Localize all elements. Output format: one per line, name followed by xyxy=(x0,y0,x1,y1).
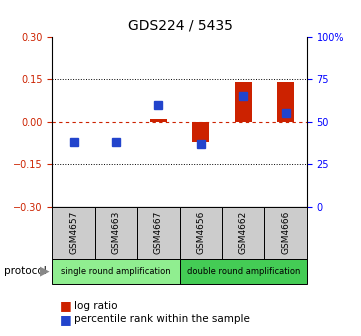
Text: GDS224 / 5435: GDS224 / 5435 xyxy=(128,18,233,33)
Bar xyxy=(179,207,222,259)
Text: ■: ■ xyxy=(60,313,71,326)
Text: GSM4662: GSM4662 xyxy=(239,211,248,254)
Text: GSM4656: GSM4656 xyxy=(196,211,205,254)
Bar xyxy=(264,207,307,259)
Text: ▶: ▶ xyxy=(40,265,50,278)
Bar xyxy=(235,82,252,122)
Text: protocol: protocol xyxy=(4,266,46,276)
Bar xyxy=(52,259,179,284)
Text: double round amplification: double round amplification xyxy=(187,267,300,276)
Bar xyxy=(192,122,209,141)
Text: GSM4663: GSM4663 xyxy=(112,211,121,254)
Bar xyxy=(95,207,137,259)
Text: GSM4667: GSM4667 xyxy=(154,211,163,254)
Bar xyxy=(277,82,294,122)
Bar xyxy=(150,119,167,122)
Bar xyxy=(179,259,307,284)
Text: log ratio: log ratio xyxy=(74,301,117,311)
Text: GSM4657: GSM4657 xyxy=(69,211,78,254)
Bar xyxy=(222,207,264,259)
Text: ■: ■ xyxy=(60,299,71,312)
Text: single round amplification: single round amplification xyxy=(61,267,171,276)
Text: percentile rank within the sample: percentile rank within the sample xyxy=(74,314,250,324)
Bar xyxy=(137,207,179,259)
Bar xyxy=(52,207,95,259)
Text: GSM4666: GSM4666 xyxy=(281,211,290,254)
